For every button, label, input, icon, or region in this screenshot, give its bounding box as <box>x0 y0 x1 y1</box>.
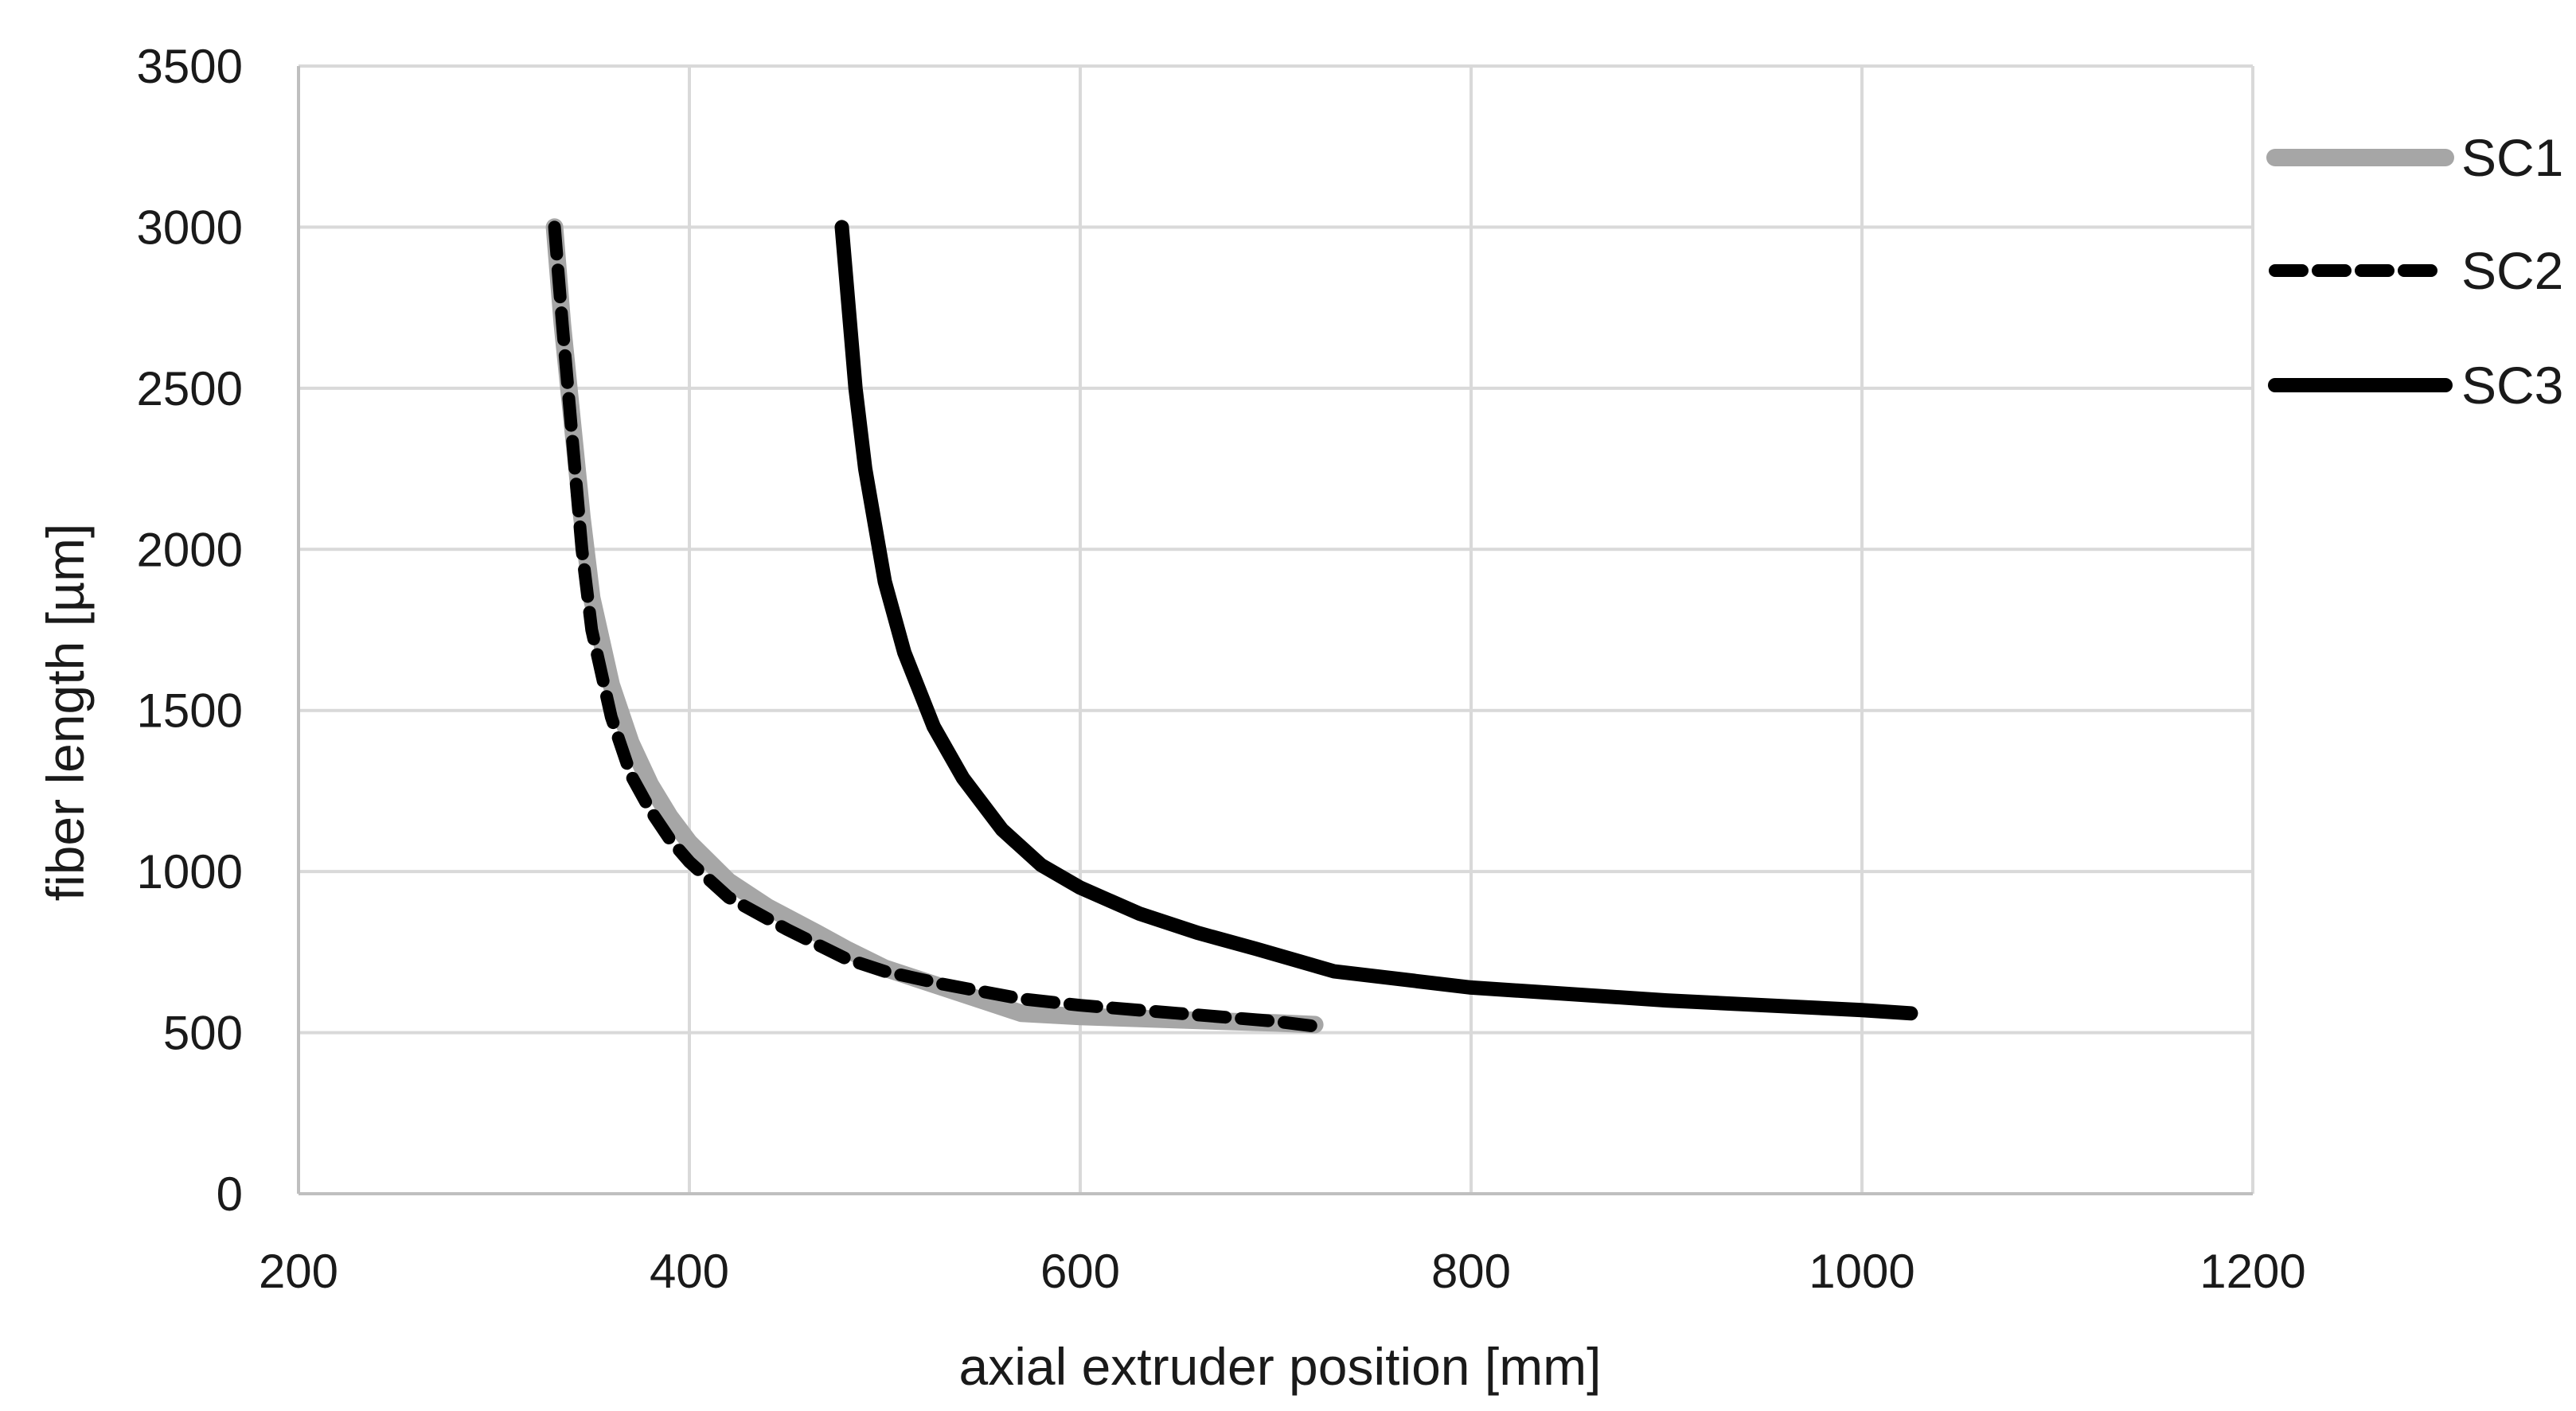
series-line-sc1 <box>545 218 1324 1034</box>
legend: SC1 SC2 SC3 <box>2266 128 2563 415</box>
x-tick-label: 200 <box>259 1245 338 1298</box>
x-tick-label: 400 <box>650 1245 729 1298</box>
series-points-sc1 <box>546 218 1324 1033</box>
legend-label-sc1: SC1 <box>2461 128 2563 187</box>
tick-labels: 0 500 1000 1500 2000 2500 3000 3500 200 400 600 800… <box>137 40 2306 1298</box>
y-tick-label: 2000 <box>137 523 243 576</box>
legend-label-sc3: SC3 <box>2461 356 2563 415</box>
series-points-sc2 <box>548 220 1321 1032</box>
y-tick-label: 2500 <box>137 362 243 415</box>
y-tick-label: 3000 <box>137 201 243 254</box>
x-tick-label: 1200 <box>2199 1245 2305 1298</box>
y-tick-label: 1500 <box>137 684 243 738</box>
y-tick-label: 500 <box>163 1007 243 1060</box>
y-tick-label: 1000 <box>137 845 243 898</box>
series-line-sc2 <box>548 220 1321 1033</box>
x-tick-label: 600 <box>1040 1245 1120 1298</box>
legend-label-sc2: SC2 <box>2461 241 2563 300</box>
y-tick-label: 0 <box>217 1167 243 1221</box>
y-axis-title: fiber length [µm] <box>36 524 95 902</box>
series-lines <box>545 218 1918 1034</box>
y-tick-label: 3500 <box>137 40 243 93</box>
series-points-sc3 <box>834 220 1918 1020</box>
x-tick-label: 1000 <box>1809 1245 1914 1298</box>
x-tick-label: 800 <box>1431 1245 1511 1298</box>
series-line-sc3 <box>834 220 1918 1021</box>
x-axis-title: axial extruder position [mm] <box>959 1337 1602 1396</box>
axes <box>297 66 2253 1195</box>
